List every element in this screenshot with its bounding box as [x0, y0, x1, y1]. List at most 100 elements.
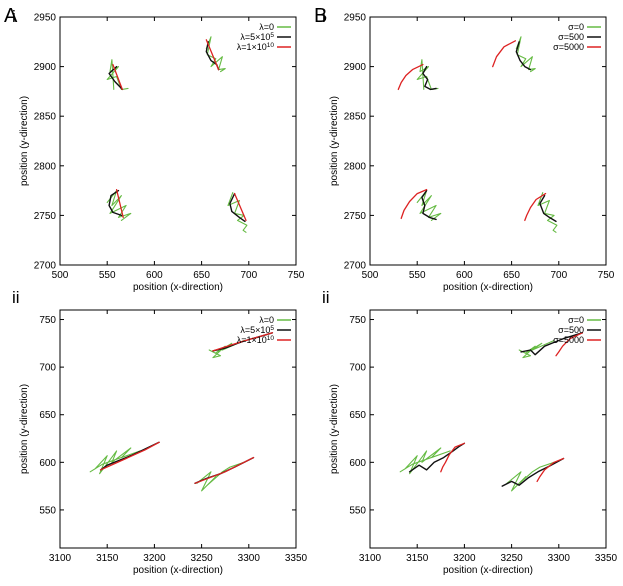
subpanel-label: i [322, 7, 326, 26]
series-line-red [492, 40, 517, 68]
series-line-black [108, 65, 124, 91]
chart-a-ii: ii 3100 3150 3200 3250 3300 3350 550 600 650 700 75… [12, 288, 308, 576]
x-tick-label: 3150 [96, 553, 119, 564]
legend-entry-label: σ=5000 [553, 335, 584, 345]
x-axis-label: position (x-direction) [443, 282, 533, 293]
x-tick-label: 650 [193, 270, 210, 281]
y-tick-label: 650 [349, 410, 366, 421]
legend-entry-label: σ=500 [558, 325, 584, 335]
subpanel-label: ii [12, 288, 20, 307]
series-line-black [421, 189, 437, 221]
x-tick-label: 3300 [238, 553, 261, 564]
y-tick-label: 2900 [344, 62, 367, 73]
legend-entry-label: σ=0 [568, 315, 584, 325]
x-tick-label: 550 [409, 270, 426, 281]
y-tick-label: 600 [39, 458, 56, 469]
panel-letter-a: A [4, 5, 18, 27]
legend-entry-label: λ=5×105 [240, 32, 274, 42]
legend-entry-label: σ=500 [558, 32, 584, 42]
x-axis-label: position (x-direction) [133, 282, 223, 293]
y-tick-label: 2750 [34, 211, 57, 222]
x-tick-label: 600 [456, 270, 473, 281]
x-tick-label: 3100 [359, 553, 382, 564]
series-line-black [515, 41, 532, 71]
legend-entry-label: λ=0 [259, 22, 274, 32]
series-group [89, 332, 274, 492]
x-tick-label: 3300 [548, 553, 571, 564]
subpanel-label: ii [322, 288, 330, 307]
series-line-red [440, 442, 466, 473]
series-line-black [408, 442, 466, 473]
y-tick-label: 550 [39, 505, 56, 516]
series-line-green [196, 461, 245, 492]
x-tick-label: 3250 [190, 553, 213, 564]
x-axis-label: position (x-direction) [133, 565, 223, 576]
y-axis-label: position (y-direction) [19, 96, 30, 186]
series-line-green [416, 59, 439, 90]
series-line-red [555, 332, 584, 357]
series-line-green [227, 192, 248, 233]
x-tick-label: 750 [288, 270, 305, 281]
x-axis-label: position (x-direction) [443, 565, 533, 576]
series-line-green [205, 36, 226, 73]
y-tick-label: 2850 [34, 112, 57, 123]
legend-entry-label: σ=5000 [553, 42, 584, 52]
series-line-red [400, 188, 428, 220]
legend-exponent: 5 [270, 325, 274, 332]
series-group [399, 332, 584, 492]
y-tick-label: 600 [349, 458, 366, 469]
x-tick-label: 500 [52, 270, 69, 281]
x-tick-label: 3350 [285, 553, 308, 564]
legend-entry-label: λ=1×1010 [237, 42, 275, 52]
legend-entry-label: λ=1×1010 [237, 335, 275, 345]
series-line-green [518, 339, 555, 359]
y-axis-label: position (y-direction) [329, 96, 340, 186]
series-line-green [89, 447, 141, 475]
y-tick-label: 2700 [34, 261, 57, 272]
x-tick-label: 3150 [406, 553, 429, 564]
series-line-red [397, 63, 424, 91]
series-line-green [416, 190, 442, 221]
x-tick-label: 550 [99, 270, 116, 281]
x-tick-label: 600 [146, 270, 163, 281]
x-tick-label: 3100 [49, 553, 72, 564]
series-line-red [233, 192, 247, 222]
legend-exponent: 5 [270, 32, 274, 39]
series-line-black [539, 194, 557, 223]
x-tick-label: 500 [362, 270, 379, 281]
legend-entry-label: λ=5×105 [240, 325, 274, 335]
series-line-black [422, 65, 437, 91]
panel-letter-b: B [314, 5, 327, 27]
x-tick-label: 650 [503, 270, 520, 281]
series-line-red [112, 63, 123, 91]
y-tick-label: 2750 [344, 211, 367, 222]
subpanel-label: i [12, 7, 16, 26]
series-line-red [194, 456, 255, 484]
y-tick-label: 700 [39, 363, 56, 374]
series-line-red [99, 441, 160, 471]
series-line-red [536, 457, 565, 483]
x-tick-label: 700 [550, 270, 567, 281]
y-tick-label: 2950 [34, 13, 57, 24]
x-tick-label: 700 [240, 270, 257, 281]
y-tick-label: 2700 [344, 261, 367, 272]
series-line-black [108, 189, 123, 217]
series-line-red [115, 188, 124, 219]
plot-frame [369, 16, 607, 266]
y-tick-label: 2950 [344, 13, 367, 24]
legend-entry-label: σ=0 [568, 22, 584, 32]
series-line-green [506, 461, 555, 492]
chart-b-ii: ii 3100 3150 3200 3250 3300 3350 550 600 650 700 75… [322, 288, 618, 576]
y-tick-label: 2800 [344, 161, 367, 172]
y-axis-label: position (y-direction) [329, 384, 340, 474]
series-line-green [399, 447, 451, 475]
y-tick-label: 550 [349, 505, 366, 516]
legend-exponent: 10 [267, 42, 275, 49]
plot-frame [59, 309, 297, 549]
series-group [106, 36, 248, 233]
y-tick-label: 650 [39, 410, 56, 421]
chart-b-i: i 500 550 600 650 700 750 2700 2750 2800 2850 2900 2… [322, 7, 615, 293]
plot-frame [59, 16, 297, 266]
plot-frame [369, 309, 607, 549]
